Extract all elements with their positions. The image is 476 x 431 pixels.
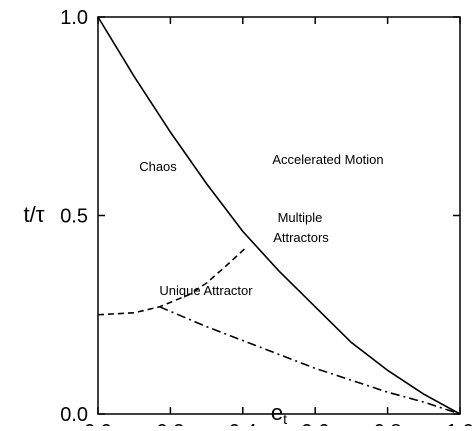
x-axis-label-main: e: [271, 400, 283, 425]
x-axis-label-subscript: t: [283, 411, 287, 426]
curve: [159, 306, 461, 415]
y-tick-label: 0.5: [60, 206, 88, 228]
region-label: Unique Attractor: [159, 283, 253, 298]
curve: [97, 16, 461, 415]
region-label: Chaos: [139, 159, 177, 174]
x-tick-label: 0.4: [229, 421, 257, 426]
region-label: Attractors: [273, 230, 329, 245]
y-axis-label: t/τ: [24, 202, 45, 227]
x-tick-label: 0.6: [301, 421, 329, 426]
x-tick-label: 0.0: [84, 421, 112, 426]
y-tick-label: 0.0: [60, 404, 88, 426]
region-label: Multiple: [278, 210, 323, 225]
curve: [97, 246, 247, 316]
x-tick-label: 0.2: [156, 421, 184, 426]
region-label: Accelerated Motion: [272, 152, 383, 167]
x-tick-label: 0.8: [374, 421, 402, 426]
x-axis-label: et: [271, 400, 287, 426]
y-tick-label: 1.0: [60, 7, 88, 29]
x-tick-label: 1.0: [446, 421, 474, 426]
